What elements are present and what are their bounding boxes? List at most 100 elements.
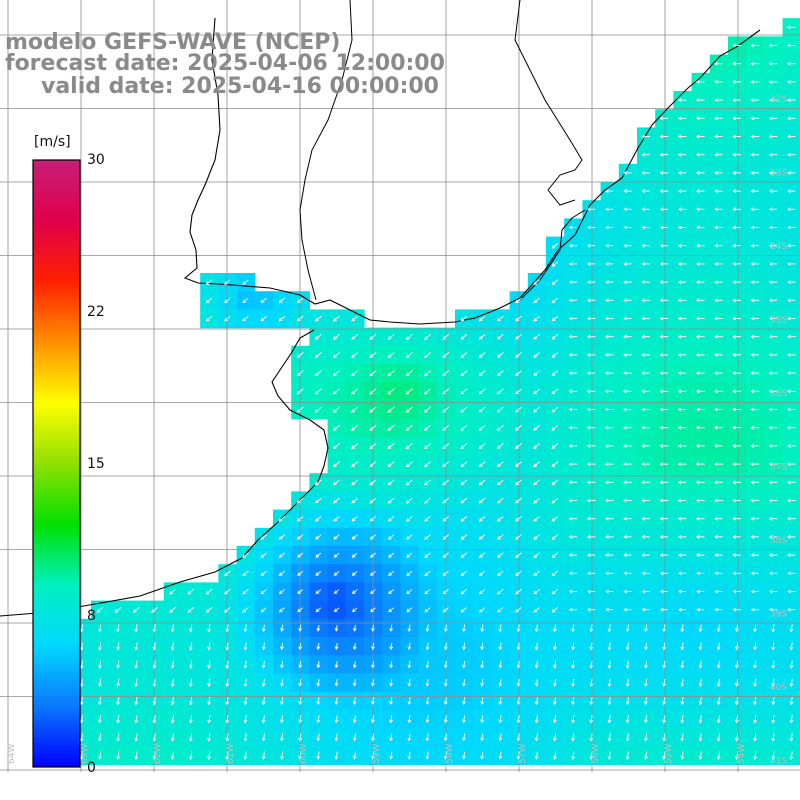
wind-arrow <box>369 497 377 504</box>
wind-arrow <box>696 607 705 612</box>
wind-arrow <box>605 534 614 539</box>
wind-arrow <box>750 134 760 139</box>
wind-arrow <box>296 497 304 504</box>
border-line <box>519 209 586 301</box>
wind-arrow <box>442 534 449 540</box>
wind-arrow <box>334 642 339 650</box>
wind-arrow <box>623 498 632 503</box>
wind-arrow <box>406 589 413 595</box>
wind-arrow <box>242 279 249 285</box>
wind-arrow <box>551 552 559 559</box>
wind-arrow <box>316 624 321 632</box>
wind-arrow <box>497 552 504 558</box>
wind-arrow <box>170 678 175 688</box>
wind-arrow <box>515 424 522 431</box>
wind-arrow <box>242 552 249 559</box>
wind-arrow <box>768 462 778 467</box>
wind-arrow <box>677 189 687 194</box>
wind-arrow <box>571 660 576 669</box>
wind-arrow <box>352 642 357 651</box>
wind-arrow <box>551 352 559 358</box>
wind-arrow <box>732 316 742 321</box>
wind-arrow <box>568 334 578 339</box>
wind-arrow <box>387 406 395 413</box>
wind-arrow <box>442 497 450 504</box>
wind-arrow <box>662 624 667 633</box>
wind-arrow <box>316 679 321 687</box>
wind-arrow <box>623 170 632 175</box>
wind-arrow <box>534 624 539 633</box>
wind-arrow <box>533 515 541 522</box>
wind-arrow <box>623 389 632 394</box>
wind-arrow <box>786 61 796 66</box>
wind-arrow <box>714 298 723 303</box>
wind-arrow <box>296 388 304 395</box>
wind-arrow <box>260 552 267 558</box>
wind-arrow <box>407 642 412 651</box>
wind-arrow <box>696 589 705 594</box>
wind-arrow <box>515 297 522 304</box>
wind-arrow <box>768 571 778 576</box>
wind-arrow <box>297 607 303 613</box>
wind-arrow <box>607 733 612 742</box>
wind-arrow <box>787 189 796 194</box>
wind-arrow <box>496 406 504 413</box>
wind-arrow <box>568 352 578 357</box>
wind-arrow <box>478 315 486 322</box>
longitude-label: 55W <box>664 744 674 764</box>
wind-arrow <box>134 660 139 669</box>
wind-arrow <box>734 696 739 706</box>
wind-arrow <box>623 225 632 230</box>
wind-arrow <box>568 261 577 266</box>
wind-arrow <box>732 225 741 230</box>
wind-arrow <box>314 497 322 504</box>
wind-arrow <box>659 243 669 248</box>
wind-arrow <box>680 715 685 724</box>
wind-arrow <box>586 407 596 412</box>
wind-arrow <box>279 733 284 742</box>
wind-arrow <box>662 715 666 724</box>
wind-arrow <box>716 642 721 651</box>
wind-arrow <box>604 498 614 503</box>
wind-arrow <box>389 624 394 632</box>
wind-arrow <box>170 696 175 706</box>
wind-arrow <box>460 552 468 558</box>
wind-arrow <box>586 352 596 357</box>
wind-arrow <box>370 589 376 595</box>
wind-arrow <box>515 552 522 558</box>
wind-arrow <box>298 733 303 742</box>
wind-arrow <box>659 207 669 212</box>
wind-arrow <box>586 207 596 212</box>
wind-arrow <box>405 352 413 359</box>
wind-arrow <box>462 624 466 633</box>
wind-arrow <box>605 261 614 266</box>
wind-arrow <box>207 715 211 724</box>
wind-arrow <box>677 534 687 539</box>
wind-arrow <box>533 461 541 468</box>
wind-arrow <box>169 588 177 595</box>
wind-arrow <box>442 516 449 522</box>
wind-arrow <box>714 480 723 485</box>
wind-arrow <box>188 660 193 669</box>
wind-arrow <box>369 388 377 395</box>
wind-arrow <box>462 660 466 669</box>
wind-arrow <box>205 315 213 322</box>
wind-arrow <box>315 570 322 576</box>
wind-arrow <box>732 61 742 66</box>
wind-arrow <box>425 751 430 760</box>
wind-arrow <box>442 333 450 340</box>
wind-arrow <box>261 624 266 633</box>
wind-arrow <box>462 679 466 687</box>
wind-arrow <box>243 751 248 760</box>
wind-arrow <box>568 389 578 394</box>
wind-arrow <box>369 461 377 468</box>
wind-arrow <box>568 443 578 448</box>
wind-arrow <box>388 589 395 595</box>
wind-arrow <box>407 624 412 632</box>
wind-arrow <box>641 225 650 230</box>
wind-arrow <box>315 516 322 522</box>
wind-arrow <box>787 261 796 266</box>
wind-arrow <box>568 498 578 503</box>
wind-arrow <box>641 443 651 448</box>
